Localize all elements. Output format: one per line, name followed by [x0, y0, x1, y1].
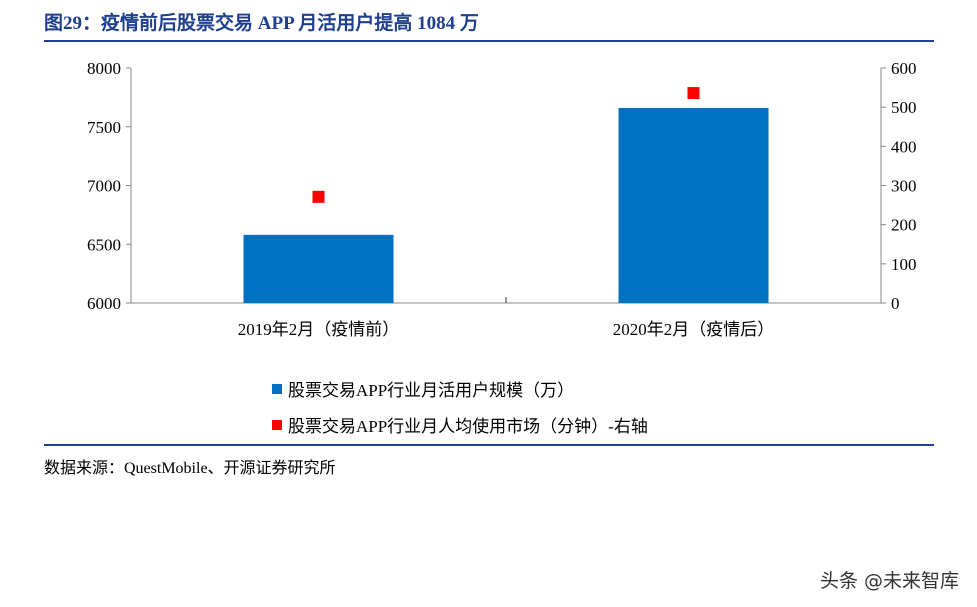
marker	[687, 87, 700, 100]
legend-swatch-bar	[272, 383, 282, 394]
legend-item-bar: 股票交易APP行业月活用户规模（万）	[272, 376, 574, 401]
watermark: 头条 @未来智库	[819, 570, 959, 592]
right-tick-label: 200	[891, 216, 917, 235]
left-tick-label: 8000	[87, 59, 121, 78]
marker	[312, 190, 325, 203]
bar	[243, 234, 394, 303]
right-tick-label: 0	[891, 294, 900, 313]
right-tick-label: 500	[891, 98, 917, 117]
right-tick-label: 300	[891, 177, 917, 196]
left-tick-label: 6000	[87, 294, 121, 313]
chart-title: 图29：疫情前后股票交易 APP 月活用户提高 1084 万	[44, 13, 479, 34]
legend-label: 股票交易APP行业月活用户规模（万）	[288, 381, 575, 400]
left-tick-label: 7500	[87, 118, 121, 137]
left-tick-label: 7000	[87, 177, 121, 196]
source-note: 数据来源：QuestMobile、开源证券研究所	[44, 460, 336, 477]
chart: 6000 6500 7000 7500 8000 0 100 200 300 400 500 600 2…	[87, 59, 917, 339]
x-tick-label: 2019年2月（疫情前）	[238, 320, 400, 339]
x-tick-label: 2020年2月（疫情后）	[613, 320, 775, 339]
left-tick-label: 6500	[87, 235, 121, 254]
right-tick-label: 100	[891, 255, 917, 274]
legend-label: 股票交易APP行业月人均使用市场（分钟）-右轴	[288, 417, 648, 436]
legend-item-marker: 股票交易APP行业月人均使用市场（分钟）-右轴	[272, 412, 648, 437]
right-tick-label: 400	[891, 137, 917, 156]
legend-swatch-marker	[272, 419, 282, 430]
right-tick-label: 600	[891, 59, 917, 78]
source-rule	[44, 444, 934, 446]
title-rule	[44, 40, 934, 42]
bar	[618, 107, 769, 303]
